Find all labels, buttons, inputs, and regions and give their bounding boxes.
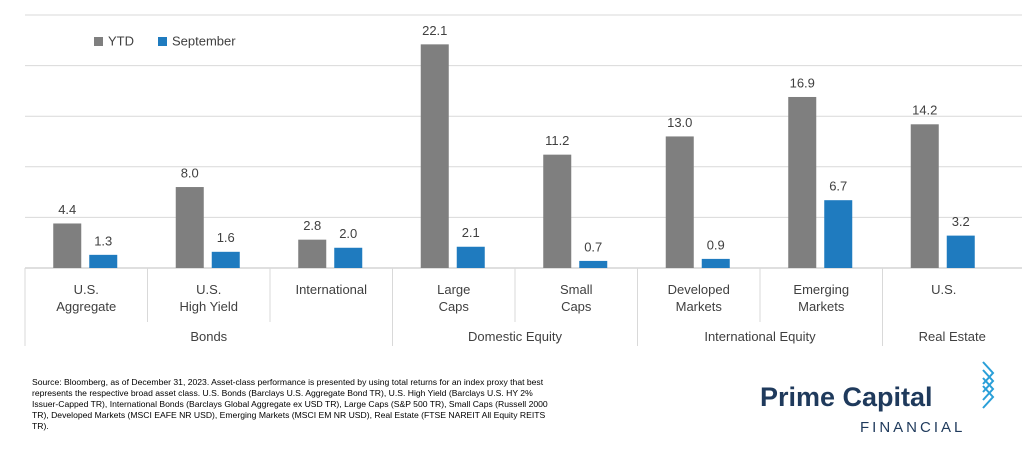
x-tick-label: Large Caps [437,282,471,314]
x-tick-label: U.S. Aggregate [56,282,117,314]
bar [788,96,817,268]
value-label: 11.2 [545,133,569,148]
group-label: International Equity [704,329,816,344]
x-tick-label: International [295,282,368,297]
legend-swatch [158,37,167,46]
source-note: Source: Bloomberg, as of December 31, 20… [32,377,548,431]
bar [543,154,572,268]
group-label: Domestic Equity [468,329,562,344]
value-label: 8.0 [181,165,199,180]
value-label: 1.6 [217,230,235,245]
value-label: 3.2 [952,214,970,229]
value-label: 1.3 [94,233,112,248]
value-label: 2.0 [339,226,357,241]
bar [456,246,485,268]
value-label: 13.0 [667,115,692,130]
bar [89,254,118,268]
x-tick-label: Developed Markets [667,282,730,314]
bar [334,247,363,268]
bar [298,239,327,268]
x-tick-label: U.S. [931,282,957,297]
bar [946,235,975,268]
bar [420,44,449,269]
value-label: 2.1 [462,225,480,240]
legend-label: YTD [108,33,134,48]
bar [53,223,82,268]
bar [175,187,204,268]
value-label: 22.1 [422,23,447,38]
bar [579,260,608,268]
bar [910,124,939,269]
bar [701,258,730,268]
x-tick-label: U.S. High Yield [179,282,239,314]
bar [211,251,240,268]
logo-name: Prime Capital [760,382,933,412]
bar [824,200,853,268]
bar [665,136,694,268]
value-label: 4.4 [58,202,76,217]
value-label: 16.9 [790,75,815,90]
value-label: 2.8 [303,218,321,233]
x-tick-label: Small Caps [559,282,593,314]
x-tick-label: Emerging Markets [793,282,850,314]
legend-swatch [94,37,103,46]
value-label: 14.2 [912,103,937,118]
chart: 4.4 1.3 8.0 1.6 2.8 2.0 22.1 2.1 11.2 0.7 13.0 0.9 1… [24,14,1022,346]
logo-tagline: FINANCIAL [860,419,966,436]
value-label: 6.7 [829,179,847,194]
value-label: 0.7 [584,239,602,254]
value-label: 0.9 [707,237,725,252]
legend-label: September [172,33,236,48]
group-label: Bonds [190,329,228,344]
group-label: Real Estate [918,329,986,344]
